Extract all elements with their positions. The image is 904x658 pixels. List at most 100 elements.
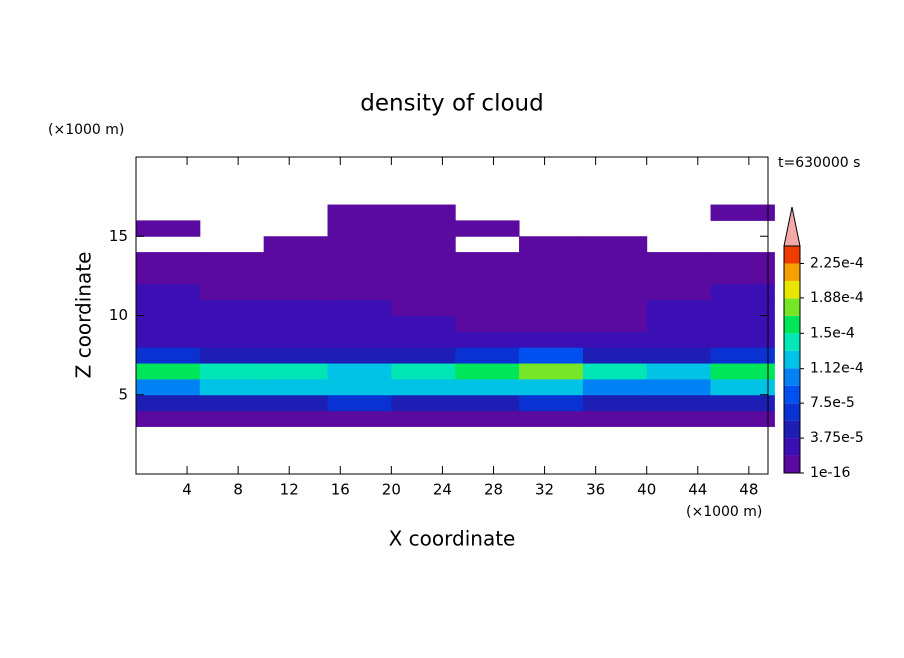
contour-cell — [136, 267, 201, 285]
contour-cell — [582, 410, 648, 427]
y-tick-label: 15 — [109, 227, 128, 245]
y-axis-label: Z coordinate — [72, 252, 96, 379]
colorbar-band — [784, 420, 800, 439]
contour-cell — [710, 394, 775, 412]
contour-cell — [199, 331, 265, 348]
y-tick-label: 5 — [118, 385, 128, 403]
contour-cell — [199, 378, 265, 396]
contour-cell — [646, 378, 712, 396]
contour-cell — [455, 283, 520, 301]
contour-cell — [263, 236, 329, 253]
contour-cell — [582, 331, 648, 348]
colorbar-band — [784, 403, 800, 421]
contour-cell — [263, 283, 329, 301]
contour-cell — [582, 394, 648, 412]
contour-cell — [327, 267, 392, 285]
contour-cell — [136, 363, 201, 380]
contour-cell — [455, 267, 520, 285]
contour-cell — [327, 252, 392, 269]
colorbar-band — [784, 385, 800, 404]
contour-cell — [519, 331, 584, 348]
contour-cell — [519, 252, 584, 269]
contour-cell — [582, 252, 648, 269]
contour-cell — [136, 252, 201, 269]
contour-cell — [646, 315, 712, 332]
contour-cell — [327, 236, 392, 253]
contour-cell — [327, 220, 392, 237]
contour-cell — [327, 363, 392, 380]
contour-cell — [519, 315, 584, 332]
colorbar-band — [784, 280, 800, 299]
contour-cell — [582, 299, 648, 316]
x-tick-label: 8 — [233, 481, 243, 499]
colorbar-tick-label: 7.5e-5 — [810, 395, 855, 411]
contour-cell — [263, 252, 329, 269]
contour-cell — [710, 347, 775, 364]
contour-cell — [519, 363, 584, 380]
contour-cell — [136, 331, 201, 348]
contour-cell — [455, 410, 520, 427]
contour-cell — [327, 394, 392, 412]
contour-cell — [391, 394, 456, 412]
contour-cell — [519, 410, 584, 427]
x-tick-label: 48 — [739, 481, 758, 499]
contour-cell — [710, 252, 775, 269]
contour-cell — [199, 267, 265, 285]
contour-cell — [519, 394, 584, 412]
contour-cell — [710, 363, 775, 380]
contour-cell — [646, 252, 712, 269]
contour-cell — [646, 410, 712, 427]
contour-cell — [263, 267, 329, 285]
x-tick-label: 36 — [586, 481, 605, 499]
contour-cell — [136, 220, 201, 237]
contour-cell — [327, 331, 392, 348]
contour-cell — [263, 363, 329, 380]
contour-cell — [455, 299, 520, 316]
x-tick-label: 28 — [484, 481, 503, 499]
colorbar-band — [784, 333, 800, 351]
contour-cell — [710, 315, 775, 332]
contour-cell — [582, 347, 648, 364]
contour-cell — [391, 315, 456, 332]
contour-cell — [136, 315, 201, 332]
contour-cell — [519, 299, 584, 316]
x-unit: (×1000 m) — [686, 504, 762, 520]
contour-cell — [519, 347, 584, 364]
contour-cell — [199, 394, 265, 412]
contour-cell — [710, 410, 775, 427]
contour-cell — [199, 363, 265, 380]
contour-cell — [263, 394, 329, 412]
colorbar-extend — [783, 206, 801, 247]
contour-cell — [263, 347, 329, 364]
contour-cell — [327, 283, 392, 301]
colorbar-tick-label: 1.5e-4 — [810, 325, 855, 341]
colorbar-band — [784, 455, 800, 473]
contour-cell — [455, 363, 520, 380]
contour-cell — [710, 331, 775, 348]
x-tick-label: 24 — [433, 481, 452, 499]
contour-cell — [199, 252, 265, 269]
contour-cell — [327, 204, 392, 221]
contour-cell — [136, 394, 201, 412]
contour-cell — [263, 331, 329, 348]
contour-cell — [136, 299, 201, 316]
contour-cell — [646, 331, 712, 348]
contour-cell — [391, 347, 456, 364]
colorbar-band — [784, 298, 800, 316]
contour-cell — [327, 347, 392, 364]
contour-cell — [136, 347, 201, 364]
contour-cell — [710, 204, 775, 221]
x-axis-label: X coordinate — [389, 527, 516, 551]
x-tick-label: 20 — [382, 481, 401, 499]
contour-cell — [136, 410, 201, 427]
colorbar-band — [784, 368, 800, 386]
x-tick-label: 40 — [637, 481, 656, 499]
contour-cell — [710, 299, 775, 316]
contour-cell — [391, 236, 456, 253]
colorbar-tick-label: 3.75e-5 — [810, 430, 864, 446]
contour-cell — [582, 283, 648, 301]
contour-cell — [582, 363, 648, 380]
contour-cell — [263, 315, 329, 332]
